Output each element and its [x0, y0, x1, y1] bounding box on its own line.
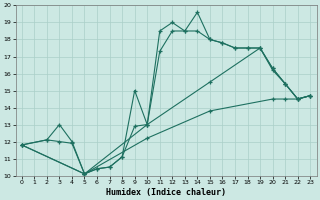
X-axis label: Humidex (Indice chaleur): Humidex (Indice chaleur) [106, 188, 226, 197]
